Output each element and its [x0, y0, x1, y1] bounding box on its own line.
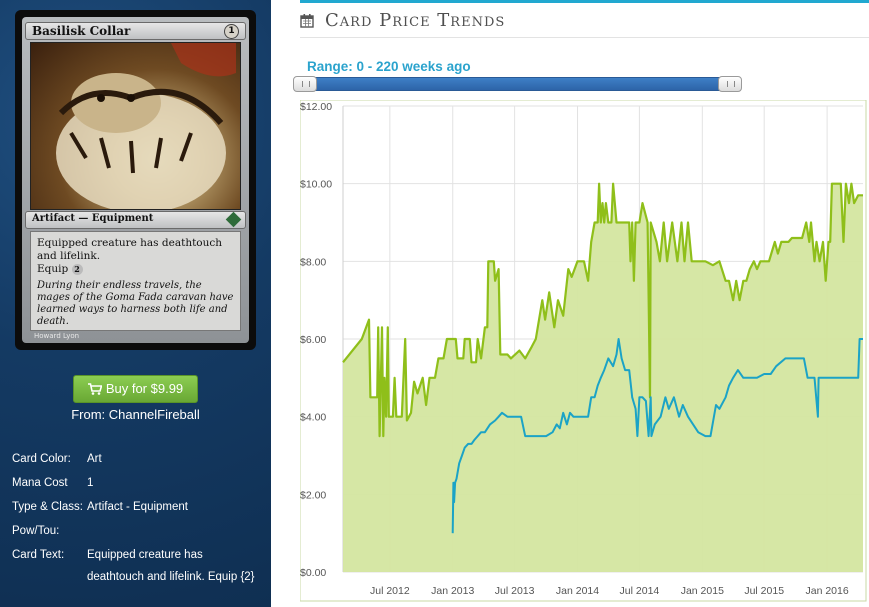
- mana-cost-value: 1: [87, 477, 94, 489]
- x-tick-label: Jan 2015: [681, 585, 724, 597]
- card-type-bar: Artifact — Equipment: [25, 211, 246, 229]
- divider: [300, 37, 869, 38]
- card-text-label: Card Text:: [12, 549, 65, 561]
- range-slider-track[interactable]: [300, 77, 740, 91]
- series-line-online: [451, 338, 863, 534]
- equip-cost-icon: 2: [71, 264, 83, 275]
- card-detail-panel: Basilisk Collar 1 Artifact — Equipment: [0, 0, 271, 607]
- y-tick-label: $8.00: [300, 256, 326, 268]
- pow-tou-label: Pow/Tou:: [12, 525, 60, 537]
- type-class-label: Type & Class:: [12, 501, 83, 513]
- accent-bar: [300, 0, 869, 3]
- y-tick-label: $4.00: [300, 412, 326, 424]
- x-tick-label: Jul 2014: [620, 585, 660, 597]
- chart-series: [342, 182, 863, 572]
- range-slider-handle-max[interactable]: [718, 76, 742, 92]
- y-axis-ticks: $0.00 $2.00 $4.00 $6.00 $8.00 $10.00 $12.00: [300, 101, 332, 579]
- x-axis-ticks: Jul 2012 Jan 2013 Jul 2013 Jan 2014 Jul 2014…: [370, 585, 849, 597]
- card-frame: Basilisk Collar 1 Artifact — Equipment: [22, 17, 249, 343]
- card-color-label: Card Color:: [12, 453, 71, 465]
- cart-icon: [87, 383, 102, 395]
- card-name-bar: Basilisk Collar 1: [25, 22, 246, 40]
- x-tick-label: Jan 2016: [805, 585, 848, 597]
- calendar-icon: [300, 14, 314, 28]
- card-rules-body: Equipped creature has deathtouch and lif…: [37, 237, 223, 275]
- range-slider-handle-min[interactable]: [293, 76, 317, 92]
- mana-cost-label: Mana Cost: [12, 477, 68, 489]
- card-color-value: Art: [87, 453, 102, 465]
- y-tick-label: $0.00: [300, 567, 326, 579]
- x-tick-label: Jul 2013: [495, 585, 535, 597]
- mana-symbol-icon: 1: [224, 24, 239, 39]
- x-tick-label: Jan 2013: [431, 585, 474, 597]
- card-name: Basilisk Collar: [32, 24, 131, 38]
- page-title: Card Price Trends: [325, 10, 506, 31]
- y-tick-label: $10.00: [300, 179, 332, 191]
- y-tick-label: $2.00: [300, 489, 326, 501]
- card-text-value: Equipped creature has deathtouch and lif…: [87, 549, 255, 583]
- card-type-line: Artifact — Equipment: [32, 213, 154, 224]
- y-tick-label: $6.00: [300, 334, 326, 346]
- range-label: Range: 0 - 220 weeks ago: [307, 59, 471, 74]
- x-tick-label: Jul 2012: [370, 585, 410, 597]
- series-area-paper: [343, 183, 863, 572]
- card-image: Basilisk Collar 1 Artifact — Equipment: [15, 10, 256, 350]
- y-tick-label: $12.00: [300, 101, 332, 113]
- type-class-value: Artifact - Equipment: [87, 501, 188, 513]
- buy-button-label: Buy for $9.99: [105, 381, 184, 396]
- set-symbol-icon: [225, 211, 242, 228]
- card-textbox: Equipped creature has deathtouch and lif…: [30, 231, 241, 331]
- buy-button[interactable]: Buy for $9.99: [73, 375, 198, 403]
- x-tick-label: Jan 2014: [556, 585, 599, 597]
- card-flavor-text: During their endless travels, the mages …: [37, 280, 234, 327]
- card-artwork: [30, 42, 241, 210]
- card-rules-text: Equipped creature has deathtouch and lif…: [37, 237, 234, 276]
- x-tick-label: Jul 2015: [744, 585, 784, 597]
- series-line-paper: [342, 182, 863, 438]
- vendor-label: From: ChannelFireball: [71, 407, 200, 422]
- price-chart: $0.00 $2.00 $4.00 $6.00 $8.00 $10.00 $12.00 Ju…: [300, 100, 867, 602]
- card-artist: Howard Lyon: [34, 332, 80, 340]
